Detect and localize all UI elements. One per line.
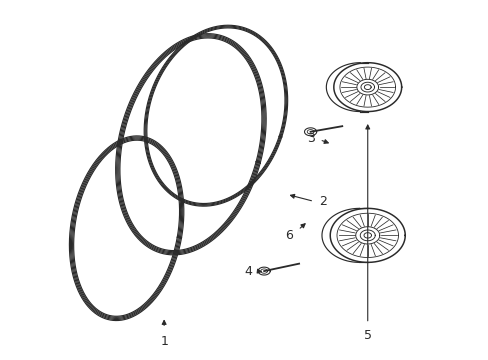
Text: 6: 6 <box>285 229 292 242</box>
Text: 3: 3 <box>306 132 314 145</box>
Text: 5: 5 <box>363 329 371 342</box>
Text: 4: 4 <box>244 265 251 278</box>
Text: 2: 2 <box>319 195 326 208</box>
Text: 1: 1 <box>160 335 168 348</box>
